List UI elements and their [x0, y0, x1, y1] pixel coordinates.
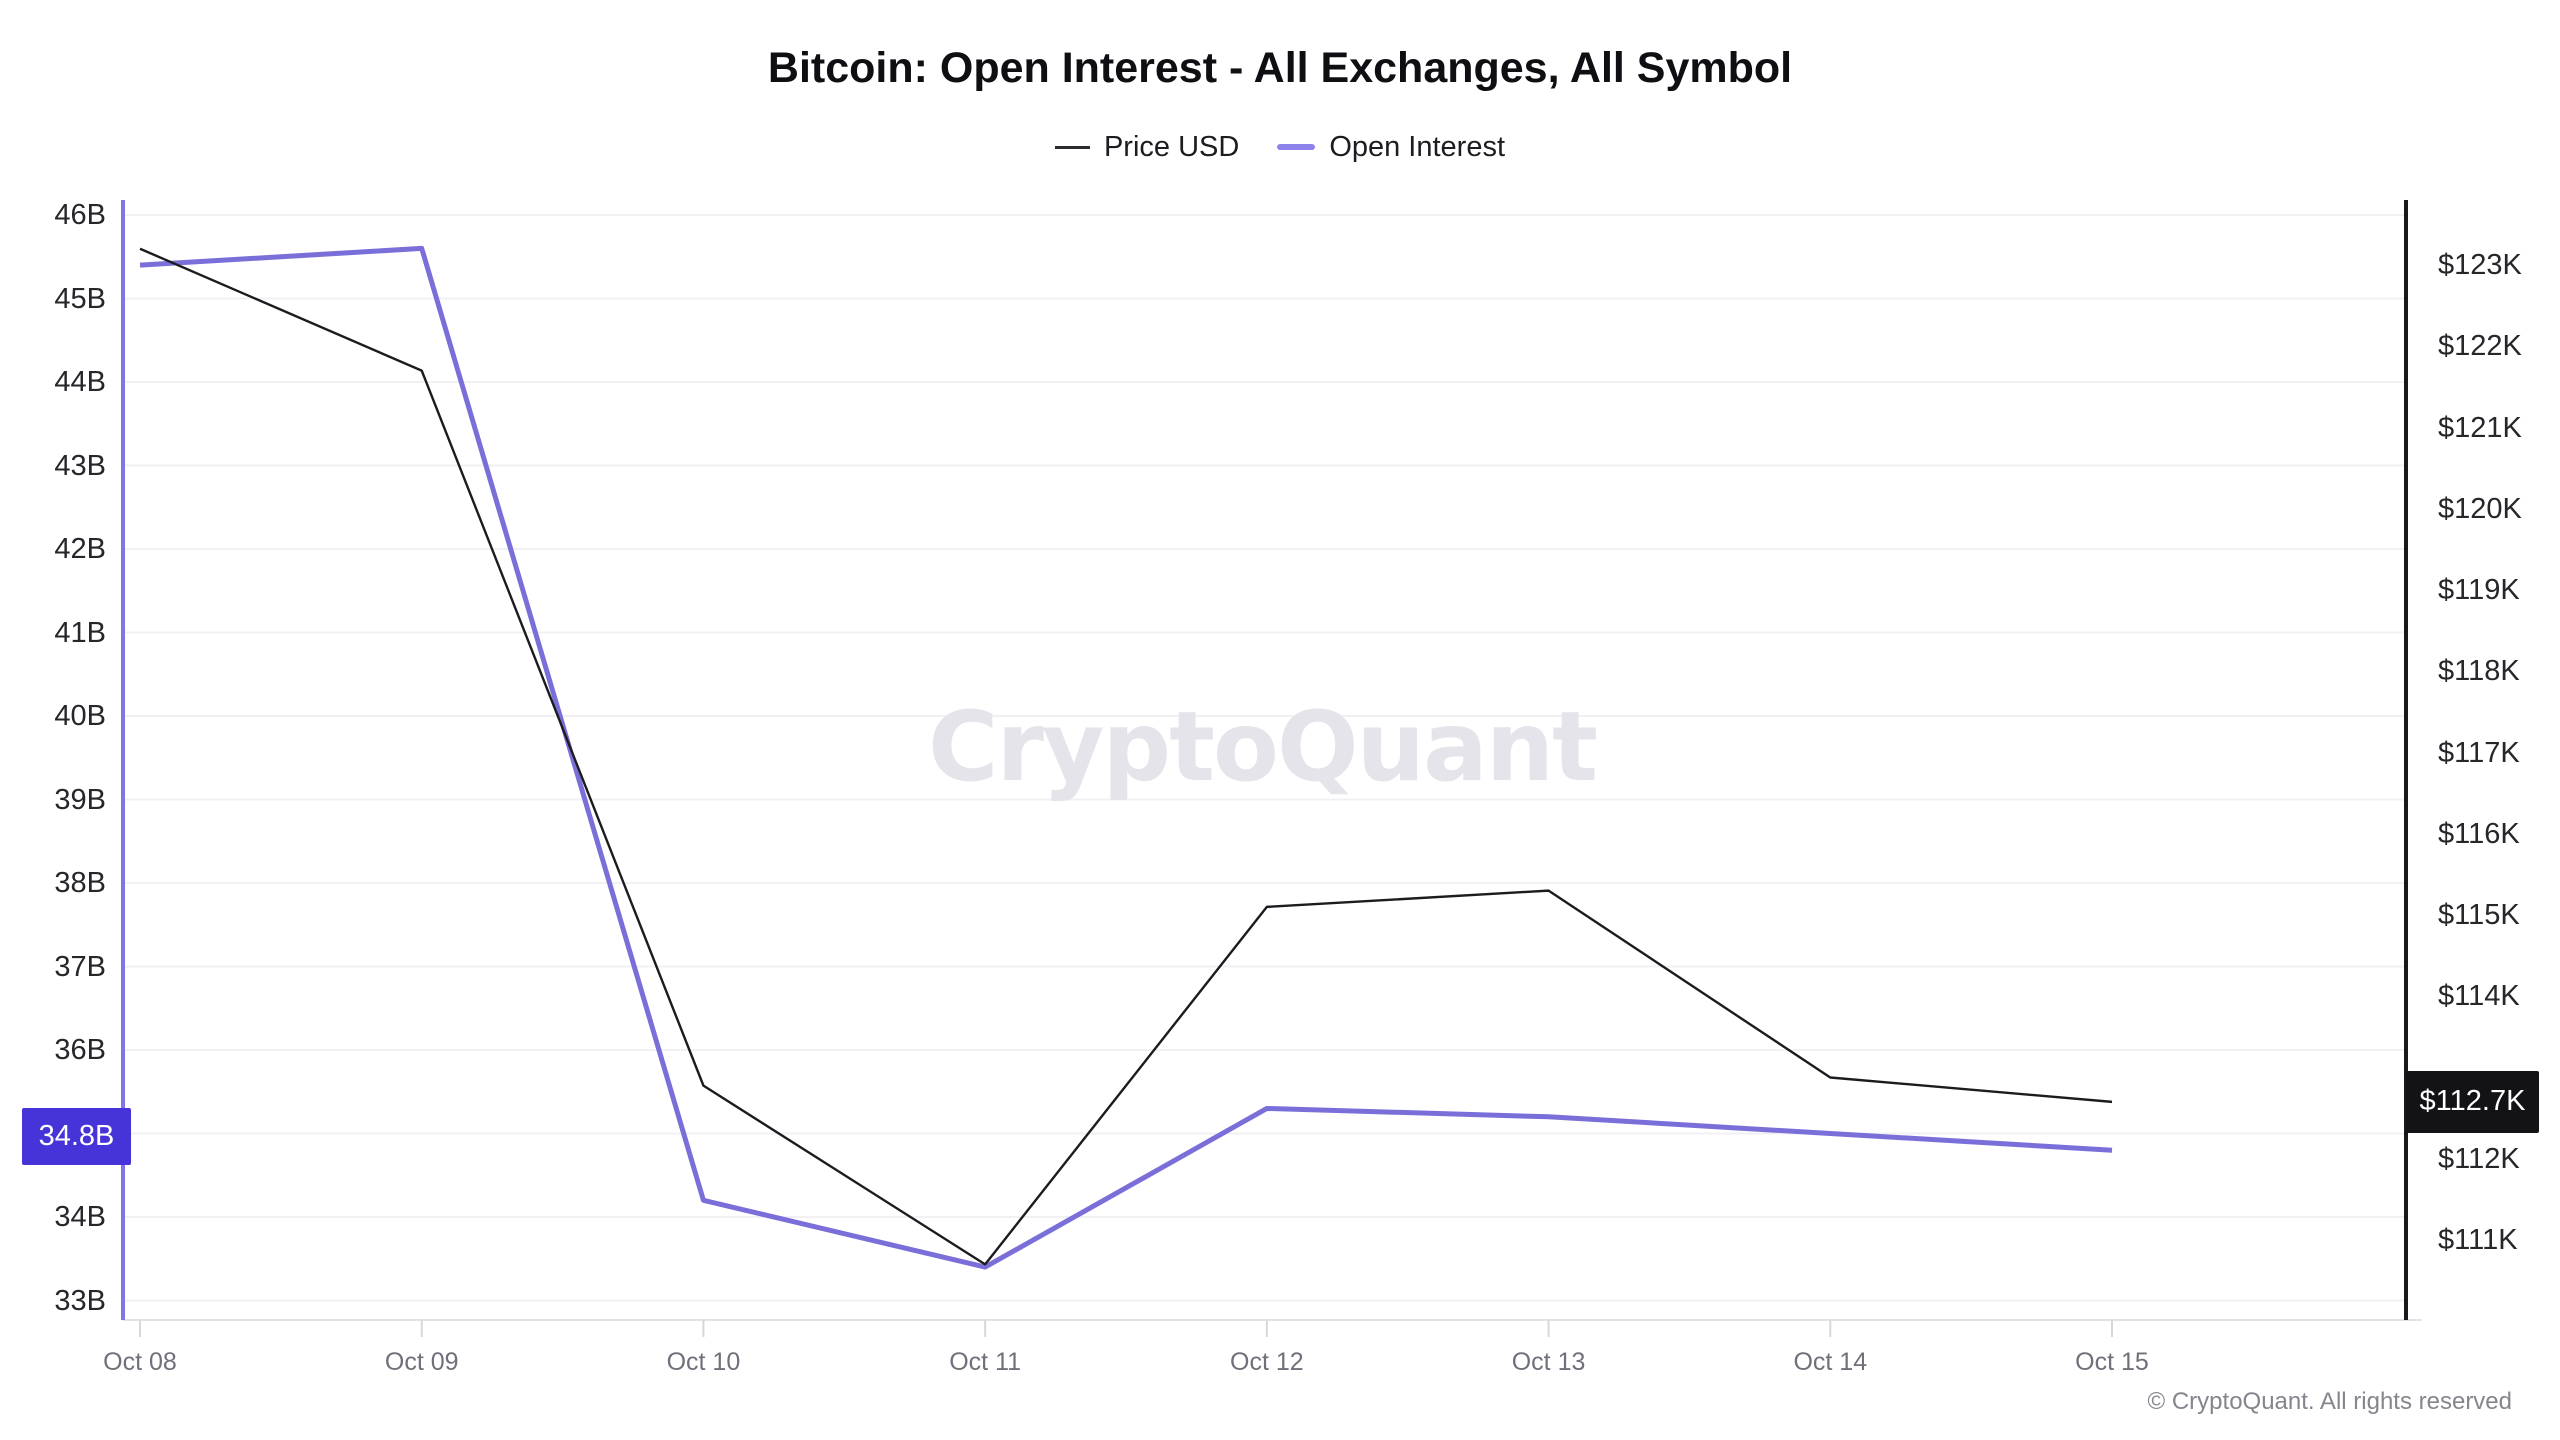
right-axis-tick-label: $115K	[2438, 899, 2520, 931]
cryptoquant-watermark: CryptoQuant	[928, 691, 1598, 803]
right-axis-tick-label: $112K	[2438, 1142, 2520, 1175]
legend-item-price-usd[interactable]: Price USD	[1054, 130, 1240, 164]
open-interest-legend-dash-icon	[1277, 144, 1316, 150]
left-axis-tick-label: 41B	[54, 616, 106, 649]
right-axis-tick-label: $120K	[2438, 492, 2522, 525]
left-axis-tick-label: 40B	[54, 700, 106, 732]
chart-legend: Price USD Open Interest	[0, 122, 2560, 172]
right-axis-tick-label: $122K	[2438, 330, 2522, 363]
x-axis-tick-label: Oct 08	[103, 1348, 177, 1376]
right-axis-tick-label: $119K	[2438, 574, 2520, 606]
x-axis-tick-label: Oct 13	[1511, 1348, 1586, 1376]
left-axis-tick-label: 34B	[54, 1201, 106, 1233]
x-axis-tick-label: Oct 11	[949, 1348, 1022, 1376]
left-axis-tick-label: 33B	[54, 1284, 106, 1317]
x-axis-tick-label: Oct 15	[2075, 1348, 2149, 1376]
copyright-text: © CryptoQuant. All rights reserved	[2147, 1388, 2513, 1415]
left-axis-tick-label: 38B	[54, 867, 106, 899]
price-value-badge: $112.7K	[2406, 1070, 2539, 1133]
left-axis-tick-label: 36B	[54, 1034, 106, 1066]
open-interest-value-badge: 34.8B	[22, 1108, 131, 1166]
price-usd-legend-dash-icon	[1054, 145, 1090, 149]
left-axis-tick-label: 46B	[54, 199, 106, 231]
right-axis-tick-label: $111K	[2438, 1224, 2518, 1256]
left-axis-tick-label: 37B	[54, 950, 106, 983]
right-axis-tick-label: $118K	[2438, 655, 2520, 688]
right-axis-tick-label: $114K	[2438, 980, 2520, 1013]
left-axis-tick-label: 39B	[54, 783, 106, 816]
legend-label-price-usd: Price USD	[1103, 130, 1240, 163]
x-axis-tick-label: Oct 10	[666, 1348, 741, 1376]
right-axis-tick-label: $123K	[2438, 249, 2522, 281]
left-axis-tick-label: 44B	[54, 366, 106, 398]
legend-item-open-interest[interactable]: Open Interest	[1277, 131, 1505, 164]
right-axis-tick-label: $117K	[2438, 736, 2520, 769]
left-axis-tick-label: 42B	[54, 533, 106, 565]
x-axis-tick-label: Oct 12	[1230, 1348, 1304, 1376]
legend-label-open-interest: Open Interest	[1329, 130, 1506, 163]
left-axis-tick-label: 43B	[54, 449, 106, 482]
x-axis-tick-label: Oct 14	[1793, 1348, 1868, 1376]
left-axis-tick-label: 45B	[54, 282, 106, 315]
x-axis-tick-label: Oct 09	[384, 1348, 459, 1376]
right-axis-tick-label: $116K	[2438, 817, 2520, 850]
right-axis-tick-label: $121K	[2438, 411, 2522, 444]
chart-title: Bitcoin: Open Interest - All Exchanges, …	[767, 44, 1793, 92]
